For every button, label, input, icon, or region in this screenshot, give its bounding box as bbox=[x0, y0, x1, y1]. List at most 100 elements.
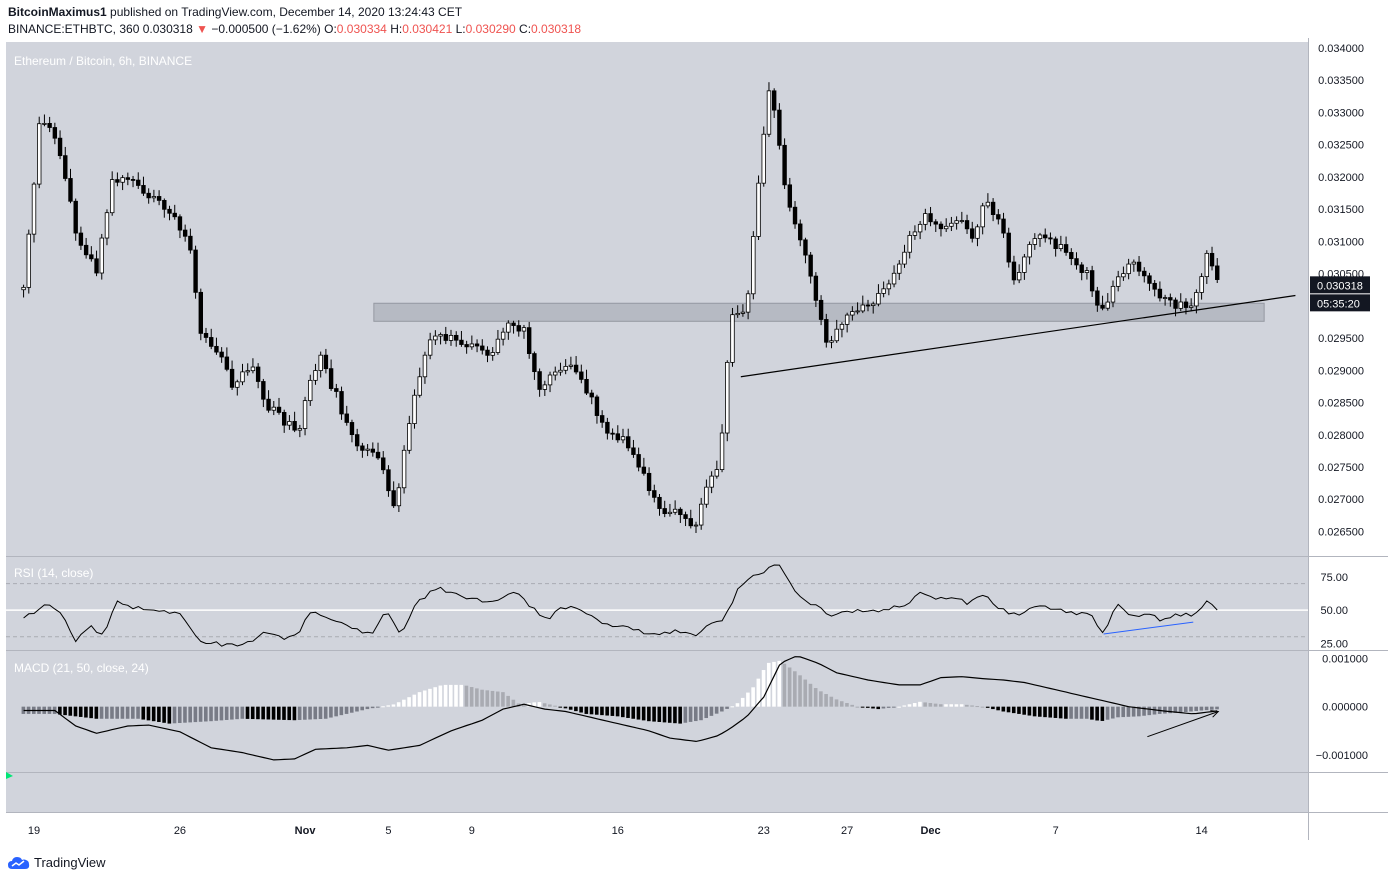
macd-histogram-bar bbox=[766, 662, 771, 707]
macd-histogram-bar bbox=[422, 690, 427, 707]
macd-histogram-bar bbox=[376, 706, 380, 708]
macd-histogram-bar bbox=[574, 706, 578, 712]
tradingview-cloud-icon bbox=[8, 856, 30, 869]
candle-body bbox=[500, 331, 506, 340]
candle bbox=[521, 324, 527, 339]
candle-body bbox=[1168, 297, 1173, 301]
candle-body bbox=[855, 310, 860, 313]
candle-body bbox=[130, 179, 136, 181]
candle bbox=[328, 359, 334, 391]
macd-histogram-bar bbox=[1043, 706, 1047, 718]
candle bbox=[1121, 266, 1126, 281]
candle-body bbox=[344, 413, 349, 423]
candle bbox=[553, 366, 558, 381]
candle bbox=[490, 347, 495, 361]
candle-body bbox=[865, 304, 871, 307]
chart-area[interactable]: 0.034000 0.033500 0.033000 0.032500 0.032000… bbox=[0, 38, 1388, 846]
candle bbox=[568, 356, 574, 370]
candle-body bbox=[553, 371, 558, 376]
macd-arrow-line[interactable] bbox=[1147, 711, 1219, 738]
candle bbox=[526, 321, 532, 359]
candle bbox=[839, 322, 845, 338]
macd-histogram-bar bbox=[855, 706, 860, 708]
candle bbox=[850, 306, 855, 321]
candle bbox=[829, 335, 834, 349]
candle-body bbox=[626, 436, 631, 449]
candle-body bbox=[1142, 270, 1147, 277]
macd-histogram-bar bbox=[594, 706, 599, 715]
candle bbox=[26, 229, 31, 294]
candle bbox=[928, 206, 933, 227]
candle bbox=[266, 390, 271, 413]
candle bbox=[1116, 270, 1121, 292]
macd-histogram-bar bbox=[271, 706, 276, 720]
macd-histogram-bar bbox=[907, 704, 912, 707]
candle bbox=[1001, 212, 1006, 238]
time-tick-label: 9 bbox=[469, 825, 475, 837]
candle bbox=[818, 295, 824, 326]
macd-histogram-bar bbox=[438, 685, 443, 707]
candle bbox=[219, 347, 224, 363]
macd-histogram-bar bbox=[949, 704, 953, 707]
rsi-pane[interactable] bbox=[6, 557, 1308, 650]
candle-body bbox=[109, 179, 115, 214]
candle bbox=[740, 304, 746, 317]
candle bbox=[1043, 228, 1048, 243]
candle bbox=[636, 447, 641, 472]
candle-body bbox=[714, 469, 720, 477]
price-tick-label: 0.027500 bbox=[1318, 462, 1364, 474]
candle bbox=[506, 320, 511, 340]
time-tick-label: 5 bbox=[385, 825, 391, 837]
price-tick-label: 0.028500 bbox=[1318, 398, 1364, 410]
candle bbox=[1027, 241, 1032, 265]
macd-histogram-bar bbox=[636, 706, 641, 720]
ascending-trendline[interactable] bbox=[740, 294, 1296, 378]
candle bbox=[448, 329, 454, 346]
macd-histogram-bar bbox=[850, 704, 854, 707]
macd-histogram-bar bbox=[84, 706, 88, 718]
candle-body bbox=[881, 288, 886, 294]
candle-body bbox=[485, 349, 490, 356]
candle-body bbox=[985, 201, 991, 207]
candle bbox=[1152, 279, 1157, 297]
candle-body bbox=[678, 508, 683, 516]
candle-body bbox=[490, 352, 495, 356]
price-pane[interactable] bbox=[6, 42, 1308, 556]
rsi-bullish-divergence-line[interactable] bbox=[1103, 621, 1194, 635]
macd-histogram-bar bbox=[334, 706, 338, 717]
candle bbox=[1100, 295, 1105, 311]
candle bbox=[985, 193, 991, 209]
candle bbox=[678, 507, 683, 523]
candle-body bbox=[287, 421, 292, 426]
candle-body bbox=[151, 196, 157, 199]
candle bbox=[443, 326, 448, 345]
symbol-info: BINANCE:ETHBTC, 360 0.030318 ▼ −0.000500… bbox=[8, 22, 581, 36]
candle bbox=[1011, 255, 1017, 285]
candle-body bbox=[31, 183, 37, 235]
time-tick-label: 23 bbox=[758, 825, 770, 837]
candle bbox=[255, 363, 261, 389]
candle bbox=[761, 126, 766, 187]
candle-body bbox=[798, 223, 803, 241]
candle-body bbox=[83, 244, 89, 256]
candle-body bbox=[188, 235, 193, 251]
candle-body bbox=[1110, 285, 1116, 303]
chart-title: Ethereum / Bitcoin, 6h, BINANCE bbox=[14, 54, 192, 68]
candle-body bbox=[1204, 252, 1210, 278]
candle-body bbox=[427, 339, 433, 356]
candle bbox=[313, 363, 318, 385]
macd-histogram-bar bbox=[78, 706, 83, 717]
candle-body bbox=[652, 490, 657, 498]
macd-histogram-bar bbox=[876, 706, 881, 710]
candle bbox=[672, 500, 678, 515]
candle bbox=[334, 383, 339, 398]
macd-histogram-bar bbox=[506, 695, 510, 707]
macd-histogram-bar bbox=[162, 706, 166, 723]
candle bbox=[198, 288, 203, 341]
macd-histogram-bar bbox=[240, 706, 245, 719]
tradingview-logo[interactable]: TradingView bbox=[8, 855, 106, 870]
candle bbox=[193, 245, 198, 299]
candle bbox=[281, 409, 287, 433]
author-name[interactable]: BitcoinMaximus1 bbox=[8, 5, 107, 19]
macd-histogram-bar bbox=[631, 706, 636, 719]
